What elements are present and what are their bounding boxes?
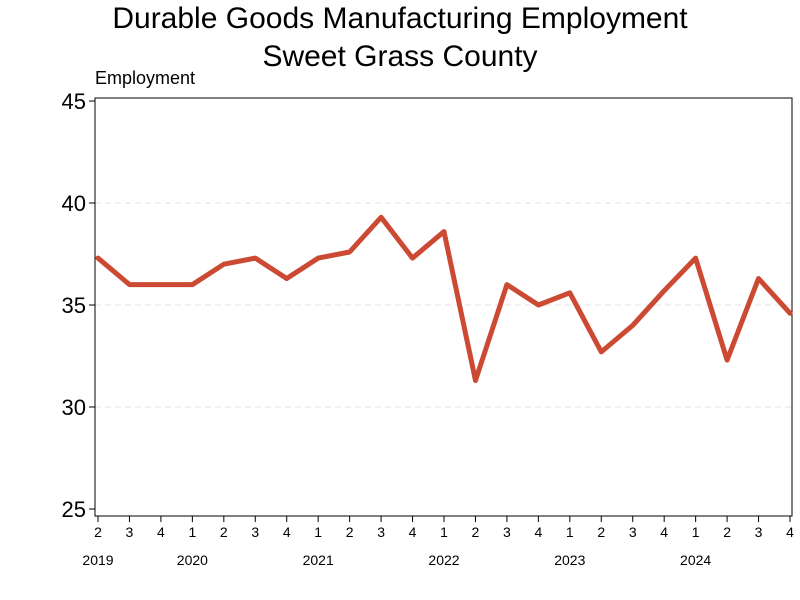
data-point xyxy=(788,311,792,315)
data-point xyxy=(411,256,415,260)
data-point xyxy=(96,256,100,260)
data-point xyxy=(725,358,729,362)
y-tick-label: 30 xyxy=(62,395,86,420)
x-tick-label: 3 xyxy=(629,524,637,540)
data-point xyxy=(757,276,761,280)
data-point xyxy=(473,378,477,382)
x-tick-label: 2 xyxy=(597,524,605,540)
chart-title: Durable Goods Manufacturing Employment xyxy=(112,2,688,35)
y-tick-label: 40 xyxy=(62,191,86,216)
x-tick-label: 1 xyxy=(692,524,700,540)
x-tick-label: 2 xyxy=(220,524,228,540)
x-tick-label: 4 xyxy=(157,524,165,540)
x-year-label: 2021 xyxy=(303,552,334,568)
y-axis-label: Employment xyxy=(95,68,196,88)
data-point xyxy=(348,250,352,254)
x-tick-label: 3 xyxy=(755,524,763,540)
y-tick-label: 35 xyxy=(62,293,86,318)
x-tick-label: 2 xyxy=(472,524,480,540)
x-year-label: 2020 xyxy=(177,552,208,568)
x-tick-label: 1 xyxy=(566,524,574,540)
data-point xyxy=(442,230,446,234)
x-tick-label: 4 xyxy=(660,524,668,540)
x-tick-label: 4 xyxy=(786,524,794,540)
data-point xyxy=(127,283,131,287)
x-tick-label: 4 xyxy=(283,524,291,540)
y-tick-label: 25 xyxy=(62,497,86,522)
data-point xyxy=(159,283,163,287)
series-line-employment xyxy=(95,214,793,383)
y-tick-label: 45 xyxy=(62,89,86,114)
x-year-label: 2022 xyxy=(428,552,459,568)
x-tick-label: 1 xyxy=(188,524,196,540)
x-tick-label: 3 xyxy=(377,524,385,540)
data-point xyxy=(285,276,289,280)
x-year-label: 2019 xyxy=(82,552,113,568)
x-tick-label: 4 xyxy=(534,524,542,540)
data-point xyxy=(694,256,698,260)
data-point xyxy=(536,303,540,307)
x-tick-label: 1 xyxy=(314,524,322,540)
data-point xyxy=(379,215,383,219)
data-point xyxy=(662,289,666,293)
chart-subtitle: Sweet Grass County xyxy=(262,40,538,73)
x-year-label: 2023 xyxy=(554,552,585,568)
data-point xyxy=(190,283,194,287)
x-tick-label: 3 xyxy=(251,524,259,540)
x-tick-label: 3 xyxy=(126,524,134,540)
x-tick-label: 2 xyxy=(94,524,102,540)
x-tick-label: 2 xyxy=(723,524,731,540)
data-point xyxy=(568,291,572,295)
x-tick-label: 3 xyxy=(503,524,511,540)
plot-frame xyxy=(94,97,793,517)
data-point xyxy=(631,323,635,327)
data-point xyxy=(253,256,257,260)
x-tick-label: 1 xyxy=(440,524,448,540)
data-point xyxy=(316,256,320,260)
x-tick-label: 4 xyxy=(409,524,417,540)
x-tick-label: 2 xyxy=(346,524,354,540)
data-point xyxy=(505,283,509,287)
x-year-label: 2024 xyxy=(680,552,711,568)
data-point xyxy=(599,350,603,354)
data-point xyxy=(222,262,226,266)
